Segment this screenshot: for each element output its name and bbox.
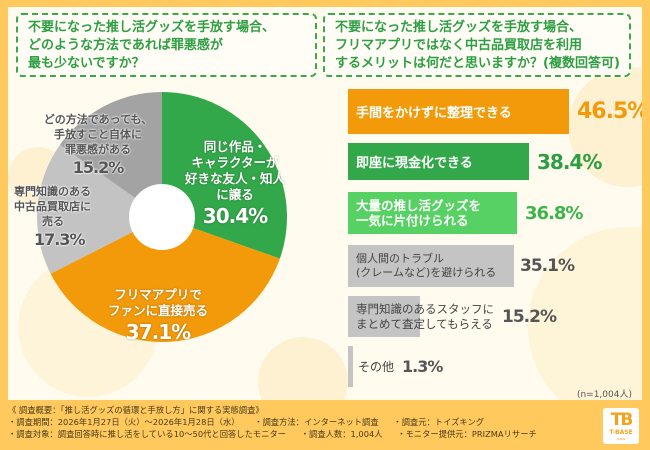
slice-label-friends: 同じ作品・ キャラクターが 好きな友人・知人 に譲る 30.4% (184, 139, 285, 228)
question-line: するメリットは何だと思いますか？(複数回答可) (335, 56, 620, 71)
bar-fill (348, 296, 420, 337)
bar-avoid-trouble: 個人間のトラブル (クレームなど)を避けられる (348, 245, 514, 287)
footer-provider: ・モニター提供元：PRIZMAリサーチ (397, 429, 537, 439)
donut-chart: 同じ作品・ キャラクターが 好きな友人・知人 に譲る 30.4% フリマアプリで… (8, 7, 338, 400)
footer-method: ・調査方法：インターネット調査 (254, 417, 379, 427)
question-line: 最も少ないですか？ (28, 56, 145, 71)
bar-instant-cash: 即座に現金化できる (348, 143, 529, 180)
bar-row: 専門知識のあるスタッフに まとめて査定してもらえる 15.2% (348, 296, 557, 337)
sample-size-note: (n=1,004人) (576, 390, 632, 400)
bar-row: 個人間のトラブル (クレームなど)を避けられる 35.1% (348, 245, 575, 287)
decor-circle (258, 337, 348, 400)
question-line: 不要になった推し活グッズを手放す場合、 (28, 20, 276, 35)
slice-label-flea-market: フリマアプリで ファンに直接売る 37.1% (107, 287, 208, 344)
bar-value: 36.8% (525, 202, 583, 224)
pie-slice (50, 217, 280, 343)
pie-slice (37, 144, 162, 274)
bar-hassle-free: 手間をかけずに整理できる (348, 89, 569, 134)
footer-target: ・調査対象：調査回答時に推し活をしている10～50代と回答したモニター (8, 429, 287, 439)
bar-value: 46.5% (577, 99, 642, 124)
survey-footer: 《 調査概要：「推し活グッズの循環と手放し方」に関する実態調査》 ・調査期間：2… (8, 404, 588, 440)
footer-period: ・調査期間：2026年1月27日（火）～2026年1月28日（水） (8, 417, 240, 427)
footer-source: ・調査元：トイズキング (393, 417, 485, 427)
bar-row: 手間をかけずに整理できる 46.5% (348, 89, 642, 134)
footer-title: 《 調査概要：「推し活グッズの循環と手放し方」に関する実態調査》 (8, 405, 264, 415)
bar-row: 大量の推し活グッズを 一気に片付けられる 36.8% (348, 192, 583, 234)
logo-mark: TB (610, 410, 634, 430)
infographic-panel: 不要になった推し活グッズを手放す場合、 どのような方法であれば罪悪感が 最も少な… (8, 7, 642, 400)
slice-label-shop: 専門知識のある 中古品買取店に 売る 17.3% (14, 185, 91, 249)
question-line: どのような方法であれば罪悪感が (28, 38, 223, 53)
slice-label-guilt: どの方法であっても、 手放すこと自体に 罪悪感がある 15.2% (43, 113, 153, 177)
bar-value: 15.2% (502, 306, 557, 327)
bar-fill (348, 346, 353, 387)
bar-row: その他 1.3% (348, 346, 443, 387)
pie-slice (59, 92, 162, 217)
bar-expert-appraisal: 専門知識のあるスタッフに まとめて査定してもらえる (348, 296, 494, 337)
right-question-box: 不要になった推し活グッズを手放す場合、 フリマアプリではなく中古品買取店を利用 … (323, 13, 631, 77)
bar-value: 38.4% (537, 149, 602, 174)
left-question-box: 不要になった推し活グッズを手放す場合、 どのような方法であれば罪悪感が 最も少な… (16, 13, 317, 77)
bar-bulk-cleanup: 大量の推し活グッズを 一気に片付けられる (348, 192, 517, 234)
footer-count: ・調査人数：1,004人 (300, 429, 383, 439)
bar-value: 35.1% (520, 256, 575, 276)
t-base-logo: TB T-BASE JAPAN (603, 408, 639, 444)
donut-hole (129, 184, 195, 250)
bar-other: その他 (348, 346, 394, 387)
bar-row: 即座に現金化できる 38.4% (348, 143, 602, 180)
question-line: フリマアプリではなく中古品買取店を利用 (335, 38, 583, 53)
bar-value: 1.3% (402, 357, 443, 376)
donut-svg (37, 92, 288, 343)
question-line: 不要になった推し活グッズを手放す場合、 (335, 20, 583, 35)
logo-name: T-BASE (609, 429, 633, 436)
logo-sub: JAPAN (616, 437, 626, 441)
